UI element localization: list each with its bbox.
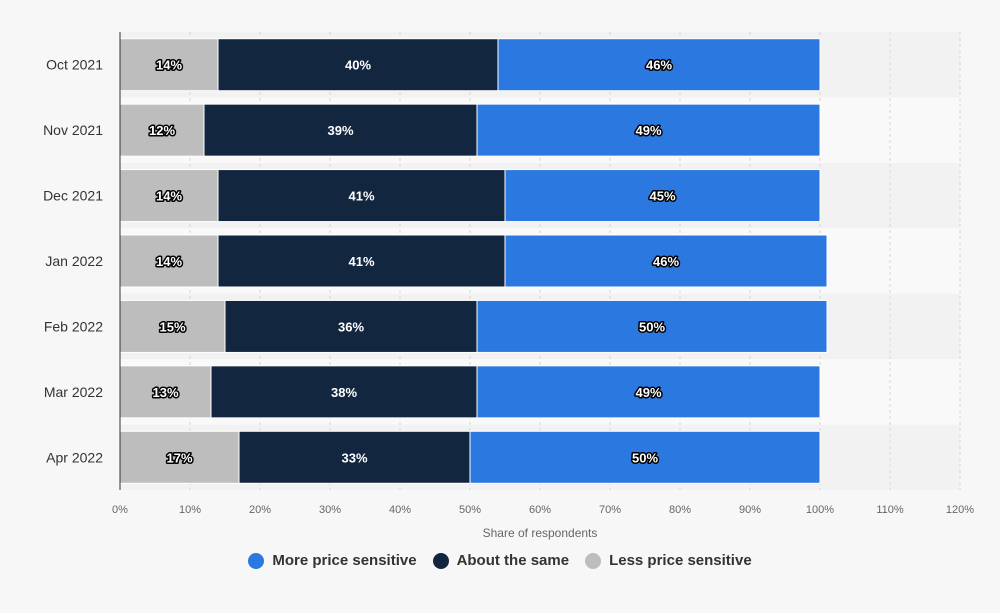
data-label: 15%	[159, 319, 185, 334]
bar-segment[interactable]	[119, 299, 226, 353]
bar-segment[interactable]	[217, 169, 506, 223]
data-label: 40%	[345, 58, 371, 73]
data-label: 41%	[348, 254, 374, 269]
legend-label: About the same	[456, 552, 570, 569]
data-label: 14%	[156, 254, 182, 269]
data-label: 13%	[152, 385, 178, 400]
data-label: 49%	[635, 123, 661, 138]
data-label: 50%	[639, 319, 665, 334]
bar-segment[interactable]	[119, 38, 219, 92]
x-axis-title: Share of respondents	[483, 526, 598, 540]
x-tick-label: 60%	[529, 504, 551, 516]
category-label: Mar 2022	[44, 384, 103, 400]
bar-segment[interactable]	[476, 365, 821, 419]
legend-dot-icon	[585, 552, 602, 569]
bar-segment[interactable]	[119, 430, 240, 484]
data-label: 36%	[338, 319, 364, 334]
bar-segment[interactable]	[119, 103, 205, 157]
data-label: 41%	[348, 189, 374, 204]
bar-segment[interactable]	[476, 103, 821, 157]
bar-segment[interactable]	[203, 103, 478, 157]
bar-segment[interactable]	[224, 299, 478, 353]
data-label: 12%	[149, 123, 175, 138]
legend-dot-icon	[432, 552, 449, 569]
data-label: 38%	[331, 385, 357, 400]
bar-segment[interactable]	[504, 234, 828, 288]
legend-item-more-price-sensitive[interactable]: More price sensitive	[248, 552, 417, 569]
bar-segment[interactable]	[119, 234, 219, 288]
bar-segment[interactable]	[504, 169, 821, 223]
bar-segment[interactable]	[217, 38, 499, 92]
data-label: 45%	[649, 189, 675, 204]
x-tick-label: 100%	[806, 504, 834, 516]
legend-item-less-price-sensitive[interactable]: Less price sensitive	[585, 552, 752, 569]
x-tick-label: 70%	[599, 504, 621, 516]
category-label: Feb 2022	[44, 318, 103, 334]
legend-label: More price sensitive	[272, 552, 417, 569]
category-label: Apr 2022	[46, 449, 103, 465]
legend: More price sensitive About the same Less…	[0, 552, 1000, 569]
x-tick-label: 20%	[249, 504, 271, 516]
bar-segment[interactable]	[217, 234, 506, 288]
bar-segment[interactable]	[476, 299, 828, 353]
data-label: 39%	[327, 123, 353, 138]
legend-label: Less price sensitive	[609, 552, 752, 569]
x-tick-label: 50%	[459, 504, 481, 516]
x-tick-label: 30%	[319, 504, 341, 516]
category-label: Dec 2021	[43, 188, 103, 204]
bar-segment[interactable]	[238, 430, 471, 484]
data-label: 50%	[632, 450, 658, 465]
x-tick-label: 10%	[179, 504, 201, 516]
legend-item-about-the-same[interactable]: About the same	[432, 552, 570, 569]
legend-dot-icon	[248, 552, 265, 569]
category-label: Nov 2021	[43, 122, 103, 138]
data-label: 14%	[156, 189, 182, 204]
data-label: 33%	[341, 450, 367, 465]
bar-segment[interactable]	[497, 38, 821, 92]
data-label: 17%	[166, 450, 192, 465]
x-tick-label: 80%	[669, 504, 691, 516]
x-tick-label: 90%	[739, 504, 761, 516]
data-label: 14%	[156, 58, 182, 73]
bar-segment[interactable]	[210, 365, 478, 419]
category-label: Oct 2021	[46, 57, 103, 73]
category-label: Jan 2022	[45, 253, 103, 269]
x-tick-label: 40%	[389, 504, 411, 516]
bar-segment[interactable]	[119, 169, 219, 223]
x-tick-label: 0%	[112, 504, 128, 516]
x-tick-label: 120%	[946, 504, 974, 516]
x-tick-label: 110%	[876, 504, 904, 516]
data-label: 46%	[646, 58, 672, 73]
data-label: 49%	[635, 385, 661, 400]
data-label: 46%	[653, 254, 679, 269]
bar-segment[interactable]	[469, 430, 821, 484]
